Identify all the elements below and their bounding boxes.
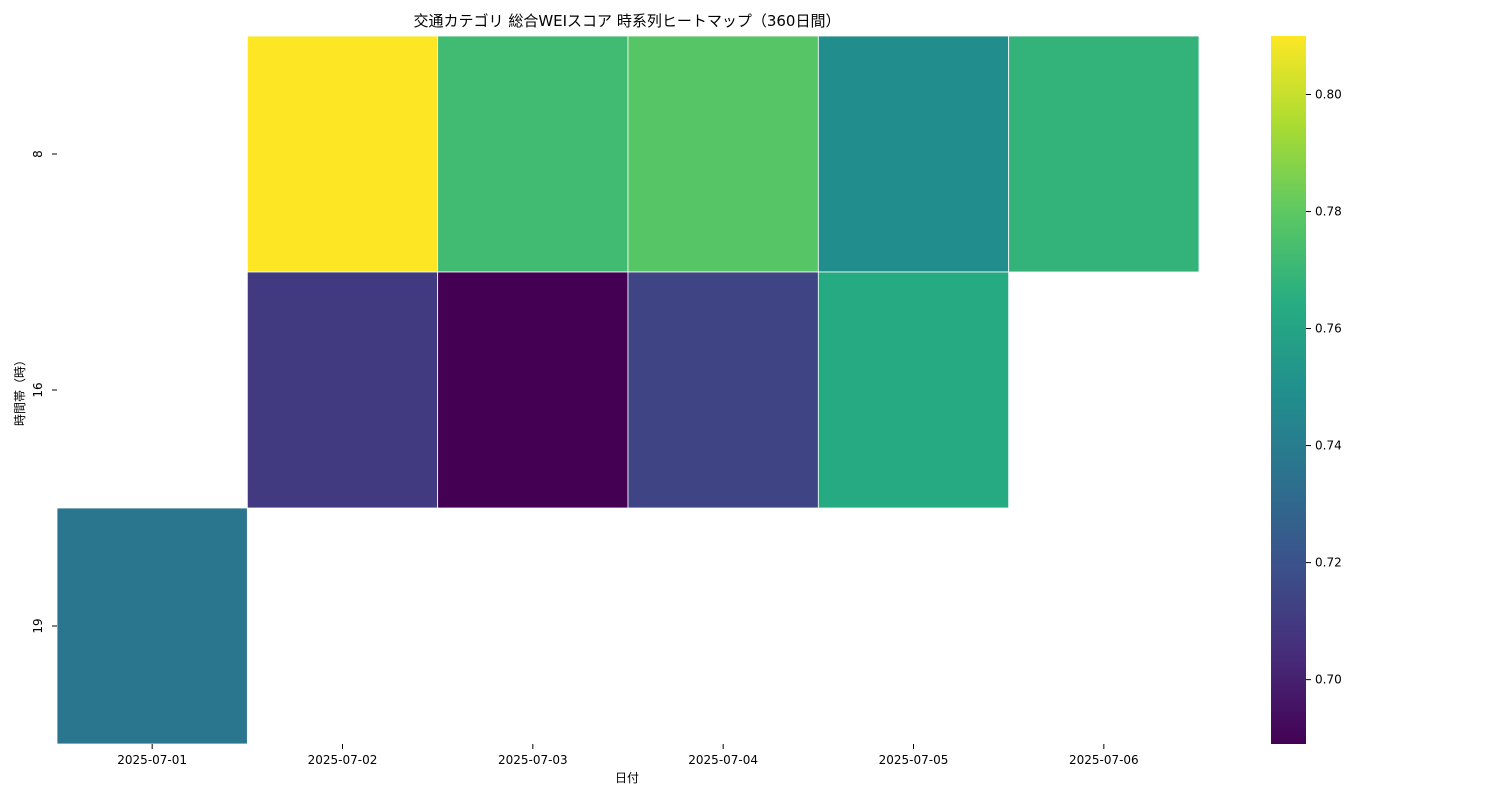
chart-title: 交通カテゴリ 総合WEIスコア 時系列ヒートマップ（360日間）	[414, 12, 841, 30]
x-axis-ticks: 2025-07-01 2025-07-02 2025-07-03 2025-07-04…	[117, 744, 1139, 767]
y-tick-label: 16	[31, 382, 45, 397]
colorbar-ticks: 0.70 0.72 0.74 0.76 0.78 0.80	[1306, 88, 1342, 687]
heatmap-cell	[437, 271, 629, 509]
heatmap-cell	[437, 35, 629, 273]
y-axis-ticks: 8 16 19	[31, 150, 57, 634]
heatmap-cells	[56, 35, 1200, 745]
x-tick-label: 2025-07-06	[1069, 753, 1139, 767]
colorbar-tick-label: 0.80	[1315, 88, 1342, 102]
x-tick-label: 2025-07-02	[308, 753, 378, 767]
y-axis-label: 時間帯（時）	[13, 354, 27, 426]
heatmap-cell	[246, 35, 439, 273]
heatmap-cell	[627, 35, 819, 273]
colorbar	[1271, 36, 1306, 744]
heatmap-cell	[56, 507, 248, 745]
colorbar-tick-label: 0.70	[1315, 673, 1342, 687]
colorbar-tick-label: 0.76	[1315, 322, 1342, 336]
x-axis-label: 日付	[615, 771, 639, 785]
colorbar-tick-label: 0.72	[1315, 556, 1342, 570]
y-tick-label: 8	[31, 150, 45, 158]
x-tick-label: 2025-07-04	[688, 753, 758, 767]
heatmap-cell	[817, 35, 1010, 273]
heatmap-cell	[817, 271, 1010, 509]
y-tick-label: 19	[31, 618, 45, 633]
heatmap-cell	[1008, 35, 1200, 273]
heatmap-cell	[246, 271, 439, 509]
colorbar-tick-label: 0.78	[1315, 205, 1342, 219]
x-tick-label: 2025-07-03	[498, 753, 568, 767]
colorbar-tick-label: 0.74	[1315, 439, 1342, 453]
heatmap-cell	[627, 271, 819, 509]
x-tick-label: 2025-07-01	[117, 753, 187, 767]
x-tick-label: 2025-07-05	[879, 753, 949, 767]
